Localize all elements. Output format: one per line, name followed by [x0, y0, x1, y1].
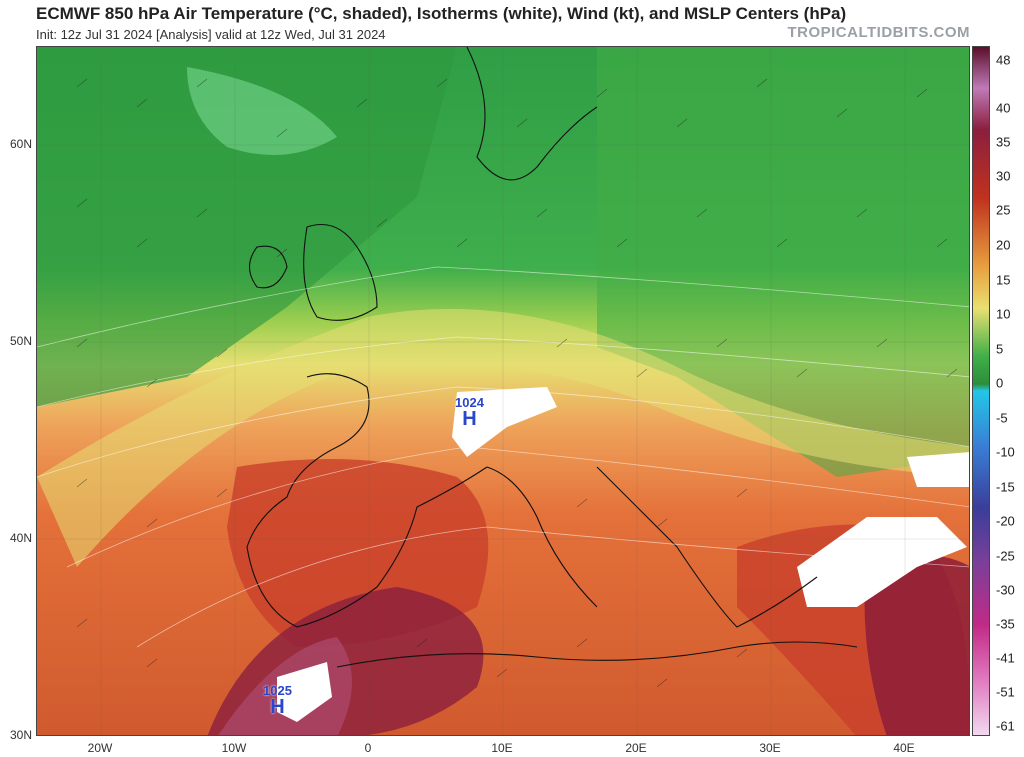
colorbar-label: 30 [996, 168, 1011, 184]
colorbar-label: 0 [996, 375, 1004, 391]
lon-label-20w: 20W [87, 741, 113, 755]
high-pressure-symbol: H [270, 696, 285, 718]
colorbar-label: 48 [996, 52, 1011, 68]
atlantic-cool-region [37, 47, 457, 407]
cool-pocket [187, 67, 337, 155]
colorbar-label: -20 [996, 513, 1015, 529]
map-subtitle: Init: 12z Jul 31 2024 [Analysis] valid a… [36, 27, 386, 42]
middle-east-very-hot [864, 553, 969, 735]
graticule [37, 47, 969, 735]
temperature-map: 1024 H 1025 H [36, 46, 970, 736]
colorbar-label: -25 [996, 548, 1015, 564]
lon-label-20e: 20E [625, 741, 647, 755]
colorbar-label: 35 [996, 134, 1011, 150]
wind-barbs [76, 78, 958, 688]
colorbar-label: -5 [996, 410, 1008, 426]
lat-label-40n: 40N [9, 531, 32, 545]
colorbar-gradient [973, 47, 989, 735]
lon-label-40e: 40E [893, 741, 915, 755]
lat-label-50n: 50N [9, 334, 32, 348]
atlas-mask [277, 662, 332, 722]
map-svg [37, 47, 969, 735]
colorbar-label: 10 [996, 306, 1011, 322]
pressure-value: 1025 [263, 683, 292, 698]
site-brand[interactable]: TROPICALTIDBITS.COM [787, 24, 970, 41]
lat-label-30n: 30N [9, 728, 32, 742]
lon-label-30e: 30E [759, 741, 781, 755]
pressure-value: 1024 [455, 395, 484, 410]
colorbar-label: -15 [996, 479, 1015, 495]
anatolia-mask [797, 517, 967, 607]
colorbar-label: 40 [996, 100, 1011, 116]
colorbar-label: -30 [996, 582, 1015, 598]
coastlines [246, 47, 858, 668]
colorbar-label: -10 [996, 444, 1015, 460]
lon-label-10e: 10E [491, 741, 513, 755]
map-title: ECMWF 850 hPa Air Temperature (°C, shade… [36, 4, 847, 23]
caucasus-mask [907, 452, 969, 487]
high-pressure-center-alps: 1024 H [455, 395, 484, 430]
colorbar-label: -51 [996, 684, 1015, 700]
temperature-colorbar [972, 46, 990, 736]
high-pressure-center-morocco: 1025 H [263, 683, 292, 718]
colorbar-label: -35 [996, 616, 1015, 632]
colorbar-label: 20 [996, 237, 1011, 253]
colorbar-label: -61 [996, 718, 1015, 734]
isotherms [37, 266, 969, 648]
east-europe-green [597, 47, 969, 477]
colorbar-label: 25 [996, 202, 1011, 218]
colorbar-label: -41 [996, 650, 1015, 666]
mild-band [37, 308, 969, 567]
alps-mask [452, 387, 557, 457]
high-pressure-symbol: H [462, 408, 477, 430]
colorbar-label: 5 [996, 341, 1004, 357]
lon-label-0: 0 [364, 741, 372, 755]
lat-label-60n: 60N [9, 137, 32, 151]
colorbar-label: 15 [996, 272, 1011, 288]
lon-label-10w: 10W [221, 741, 247, 755]
